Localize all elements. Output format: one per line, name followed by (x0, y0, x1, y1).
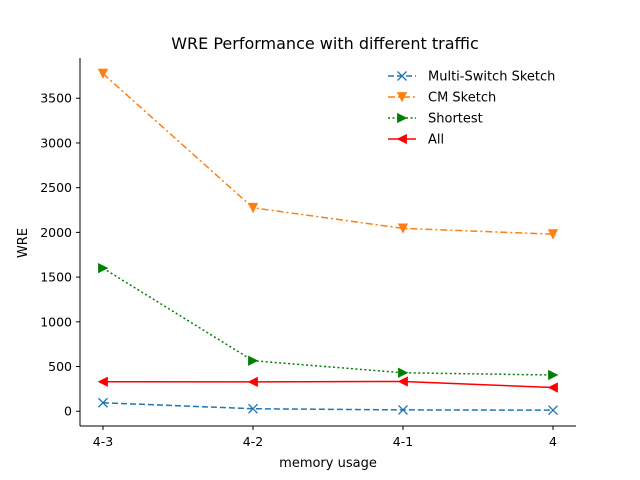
data-point (248, 403, 258, 414)
legend-label: Multi-Switch Sketch (428, 70, 555, 85)
data-point (547, 229, 559, 240)
series-layer (97, 68, 559, 416)
y-tick-label: 1000 (40, 314, 72, 329)
legend-label: CM Sketch (428, 91, 496, 106)
legend-label: Shortest (428, 112, 483, 127)
data-point (398, 404, 408, 415)
data-point (97, 376, 108, 387)
series-multi-switch-sketch (98, 397, 558, 416)
data-point (548, 405, 558, 416)
x-tick-label: 4 (549, 434, 557, 449)
x-tick-label: 4-2 (243, 434, 263, 449)
y-tick-label: 0 (64, 404, 72, 419)
y-tick-label: 2000 (40, 225, 72, 240)
y-tick-label: 3500 (40, 91, 72, 106)
legend: Multi-Switch Sketch CM Sketch Shortest All (388, 70, 555, 148)
data-point (547, 382, 558, 393)
data-point (247, 202, 259, 214)
series-cm-sketch (97, 68, 559, 240)
series-line (102, 401, 554, 411)
legend-marker (396, 92, 408, 103)
y-tick-label: 1500 (40, 270, 72, 285)
data-point (397, 376, 408, 387)
x-axis-label: memory usage (279, 456, 377, 471)
data-point (97, 68, 109, 80)
x-tick-label: 4-3 (93, 434, 113, 449)
series-line (102, 267, 554, 376)
series-all (97, 376, 558, 393)
series-shortest (98, 263, 559, 381)
series-line (102, 73, 554, 235)
series-line (102, 380, 554, 389)
legend-item-shortest: Shortest (388, 112, 483, 127)
axes: 0 500 1000 1500 2000 2500 3000 3500 4-3 4-2 4-1 4 (40, 58, 576, 449)
chart-title: WRE Performance with different traffic (171, 34, 479, 53)
data-point (548, 369, 559, 381)
data-point (397, 223, 409, 234)
data-point (98, 397, 108, 408)
y-tick-label: 3000 (40, 135, 72, 150)
data-point (98, 263, 109, 274)
legend-marker (397, 112, 408, 124)
x-tick-label: 4-1 (393, 434, 413, 449)
y-tick-label: 500 (48, 359, 72, 374)
y-axis-label: WRE (16, 228, 31, 258)
legend-label: All (428, 133, 444, 148)
y-tick-label: 2500 (40, 180, 72, 195)
data-point (398, 367, 409, 378)
legend-item-multi-switch-sketch: Multi-Switch Sketch (388, 70, 555, 85)
legend-marker (397, 71, 407, 81)
data-point (247, 376, 258, 388)
data-point (248, 355, 259, 366)
legend-marker (396, 133, 407, 145)
legend-item-all: All (388, 133, 444, 148)
legend-item-cm-sketch: CM Sketch (388, 91, 496, 106)
